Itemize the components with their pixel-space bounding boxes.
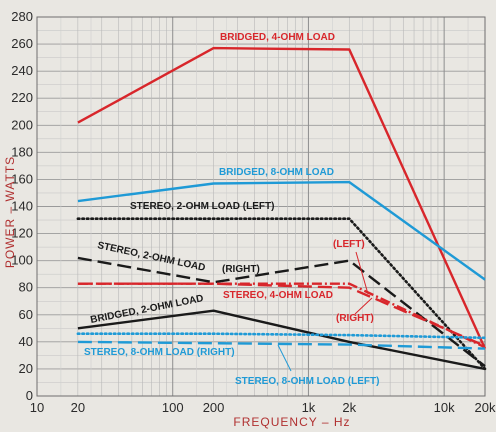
y-tick-label: 220 [11,90,33,105]
series-line-stereo-8-ohm-load-left [76,332,487,340]
y-tick-label: 120 [11,226,33,241]
annotation-label: (RIGHT) [336,313,374,324]
y-tick-label: 240 [11,63,33,78]
series-line-stereo-8-ohm-load-right [77,340,486,350]
y-tick-label: 40 [19,334,33,349]
series-line-bridged-2-ohm-load [77,309,486,371]
x-tick-label: 2k [342,400,356,415]
y-tick-label: 160 [11,171,33,186]
series-layer [76,46,487,371]
x-tick-label: 10k [434,400,455,415]
annotation-label: BRIDGED, 8-OHM LOAD [219,167,334,178]
annotation-leader [354,297,373,315]
annotation-leader [355,251,369,295]
y-tick-label: 140 [11,199,33,214]
tick-labels: 0 20 40 60 80 100 120 140 160 180 200 220 240 260 280 1… [11,9,496,415]
x-tick-label: 10 [30,400,44,415]
annotation-label: BRIDGED, 4-OHM LOAD [220,32,335,43]
annotation-label: STEREO, 8-OHM LOAD (LEFT) [235,376,379,387]
y-tick-label: 280 [11,9,33,24]
y-tick-label: 0 [26,388,33,403]
y-tick-label: 60 [19,307,33,322]
annotation-label: STEREO, 8-OHM LOAD (RIGHT) [84,347,235,358]
x-tick-label: 200 [203,400,225,415]
x-axis-title: FREQUENCY – Hz [233,415,350,429]
x-tick-label: 1k [302,400,316,415]
series-line-bridged-4-ohm-load [77,46,487,350]
y-tick-label: 100 [11,253,33,268]
series-line-stereo-4-ohm-load-right [77,282,486,348]
y-tick-label: 80 [19,280,33,295]
y-tick-label: 20 [19,361,33,376]
x-tick-label: 20 [71,400,85,415]
x-tick-label: 100 [162,400,184,415]
plot-frame [36,16,486,397]
series-line-bridged-8-ohm-load [77,180,486,281]
series-line-stereo-2-ohm-load-right [77,256,486,368]
annotation-label: (LEFT) [333,239,365,250]
y-tick-label: 260 [11,36,33,51]
annotation-label: (RIGHT) [222,264,260,275]
y-axis-title: POWER – WATTS [3,156,17,268]
annotation-label: STEREO, 4-OHM LOAD [223,290,333,301]
annotation-label: STEREO, 2-OHM LOAD (LEFT) [130,201,274,212]
y-tick-label: 200 [11,117,33,132]
series-line-stereo-2-ohm-load-left [76,217,487,371]
x-tick-label: 20k [475,400,496,415]
y-tick-label: 180 [11,144,33,159]
annotation-leader [277,344,292,372]
